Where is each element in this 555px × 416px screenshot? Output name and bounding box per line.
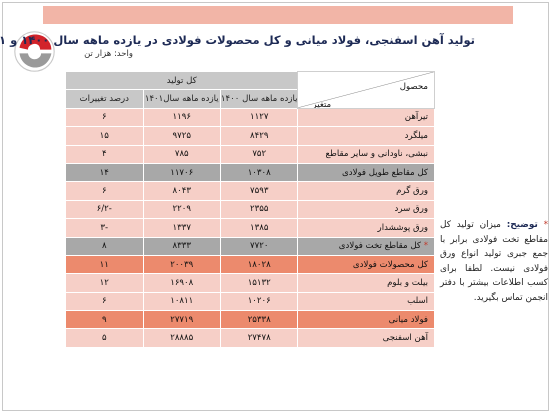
row-label: ورق سرد [394, 204, 428, 215]
header-group: کل تولید [64, 70, 299, 91]
row-label: تیرآهن [404, 112, 428, 123]
value-1401: ۱۶۹۰۸ [142, 273, 222, 293]
value-1400: ۱۰۲۰۶ [219, 291, 299, 312]
row-label-cell: کل مقاطع طویل فولادی [297, 162, 435, 183]
value-1401: ۸۰۴۳ [142, 181, 222, 201]
row-label: میلگرد [404, 130, 428, 141]
value-1400: ۱۰۳۰۸ [219, 162, 299, 183]
row-label-cell: میلگرد [297, 126, 435, 146]
value-1401: ۹۷۲۵ [142, 126, 222, 146]
table-row: ورق سرد ۲۳۵۵ ۲۲۰۹ -۶/۲ [65, 199, 435, 220]
value-change-percent: ۱۲ [65, 273, 144, 293]
note-lead: توضیح: [506, 220, 538, 230]
page-title: تولید آهن اسفنجی، فولاد میانی و کل محصول… [0, 33, 475, 47]
value-1401: ۲۸۸۸۵ [142, 328, 222, 348]
row-label-cell: کل محصولات فولادی [297, 254, 435, 275]
header-col-change: درصد تغییرات [65, 89, 144, 109]
value-change-percent: -۳ [65, 218, 144, 238]
row-label: فولاد میانی [388, 314, 428, 325]
value-1400: ۱۳۸۵ [219, 218, 299, 238]
table-row: ورق گرم ۷۵۹۳ ۸۰۴۳ ۶ [65, 181, 435, 201]
row-label-cell: تیرآهن [297, 107, 435, 128]
table-row: نبشی، ناودانی و سایر مقاطع ۷۵۲ ۷۸۵ ۴ [65, 144, 435, 164]
table-row: فولاد میانی ۲۵۳۳۸ ۲۷۷۱۹ ۹ [65, 310, 435, 330]
value-1401: ۱۳۳۷ [142, 218, 222, 238]
value-1400: ۲۳۵۵ [219, 199, 299, 220]
note-text: میزان تولید کل مقاطع تخت فولادی برابر با… [440, 220, 548, 303]
row-label-cell: اسلب [297, 291, 435, 312]
value-1400: ۱۵۱۳۲ [219, 273, 299, 293]
value-1401: ۲۷۷۱۹ [142, 310, 222, 330]
value-change-percent: -۶/۲ [65, 199, 144, 220]
table-row: * کل مقاطع تخت فولادی ۷۷۲۰ ۸۳۳۳ ۸ [65, 236, 435, 256]
value-1401: ۸۳۳۳ [142, 236, 222, 256]
row-label: کل مقاطع طویل فولادی [342, 167, 428, 178]
row-label-cell: نبشی، ناودانی و سایر مقاطع [297, 144, 435, 164]
value-1401: ۱۱۹۶ [142, 107, 222, 128]
value-1401: ۱۱۷۰۶ [142, 162, 222, 183]
unit-label: واحد: هزار تن [84, 49, 133, 59]
table-row: تیرآهن ۱۱۲۷ ۱۱۹۶ ۶ [65, 107, 435, 128]
row-label: اسلب [407, 296, 428, 307]
value-1400: ۱۸۰۲۸ [219, 254, 299, 275]
note-star: * [543, 220, 549, 230]
value-1401: ۲۲۰۹ [142, 199, 222, 220]
value-change-percent: ۱۵ [65, 126, 144, 146]
row-label-cell: ورق پوششدار [297, 218, 435, 238]
value-change-percent: ۹ [65, 310, 144, 330]
row-label-cell: ورق سرد [297, 199, 435, 220]
value-change-percent: ۶ [65, 291, 144, 312]
header-col-1401: یازده ماهه سال۱۴۰۱ [142, 89, 222, 109]
row-label-cell: ورق گرم [297, 181, 435, 201]
logo-icon [14, 31, 55, 72]
table-row: ورق پوششدار ۱۳۸۵ ۱۳۳۷ -۳ [65, 218, 435, 238]
value-change-percent: ۶ [65, 181, 144, 201]
row-label-cell: فولاد میانی [297, 310, 435, 330]
value-change-percent: ۴ [65, 144, 144, 164]
row-label-cell: آهن اسفنجی [297, 328, 435, 348]
row-label: آهن اسفنجی [382, 333, 428, 344]
value-1401: ۲۰۰۳۹ [142, 254, 222, 275]
header-diagonal-cell: محصول متغیر [297, 71, 435, 109]
explanation-note: * توضیح: میزان تولید کل مقاطع تخت فولادی… [440, 218, 548, 306]
value-change-percent: ۱۱ [65, 254, 144, 275]
value-1400: ۲۷۴۷۸ [219, 328, 299, 348]
value-1400: ۷۷۲۰ [219, 236, 299, 256]
value-1400: ۷۵۹۳ [219, 181, 299, 201]
table-row: کل مقاطع طویل فولادی ۱۰۳۰۸ ۱۱۷۰۶ ۱۴ [65, 162, 435, 183]
top-accent-bar [43, 6, 513, 24]
header-col-1400: یازده ماهه سال ۱۴۰۰ [219, 89, 299, 109]
value-1400: ۲۵۳۳۸ [219, 310, 299, 330]
row-label: ورق گرم [396, 186, 428, 197]
row-label: کل محصولات فولادی [352, 259, 428, 270]
table-row: کل محصولات فولادی ۱۸۰۲۸ ۲۰۰۳۹ ۱۱ [65, 254, 435, 275]
slide-frame: تولید آهن اسفنجی، فولاد میانی و کل محصول… [0, 2, 549, 411]
value-1400: ۸۴۲۹ [219, 126, 299, 146]
table-row: بیلت و بلوم ۱۵۱۳۲ ۱۶۹۰۸ ۱۲ [65, 273, 435, 293]
row-label: نبشی، ناودانی و سایر مقاطع [325, 149, 428, 160]
table-row: آهن اسفنجی ۲۷۴۷۸ ۲۸۸۸۵ ۵ [65, 328, 435, 348]
row-label-cell: بیلت و بلوم [297, 273, 435, 293]
value-1401: ۷۸۵ [142, 144, 222, 164]
row-label: کل مقاطع تخت فولادی [338, 241, 421, 252]
row-label: ورق پوششدار [377, 222, 428, 233]
value-1401: ۱۰۸۱۱ [142, 291, 222, 312]
row-star-marker: * [423, 241, 428, 252]
value-change-percent: ۸ [65, 236, 144, 256]
value-change-percent: ۶ [65, 107, 144, 128]
value-change-percent: ۱۴ [65, 162, 144, 183]
row-label-cell: * کل مقاطع تخت فولادی [297, 236, 435, 256]
table-row: میلگرد ۸۴۲۹ ۹۷۲۵ ۱۵ [65, 126, 435, 146]
table-row: اسلب ۱۰۲۰۶ ۱۰۸۱۱ ۶ [65, 291, 435, 312]
header-variable: متغیر [312, 100, 332, 109]
value-1400: ۷۵۲ [219, 144, 299, 164]
production-table: محصول متغیر کل تولید یازده ماهه سال ۱۴۰۰… [64, 70, 435, 348]
value-change-percent: ۵ [65, 328, 144, 348]
header-product: محصول [399, 82, 428, 92]
row-label: بیلت و بلوم [387, 277, 428, 288]
value-1400: ۱۱۲۷ [219, 107, 299, 128]
